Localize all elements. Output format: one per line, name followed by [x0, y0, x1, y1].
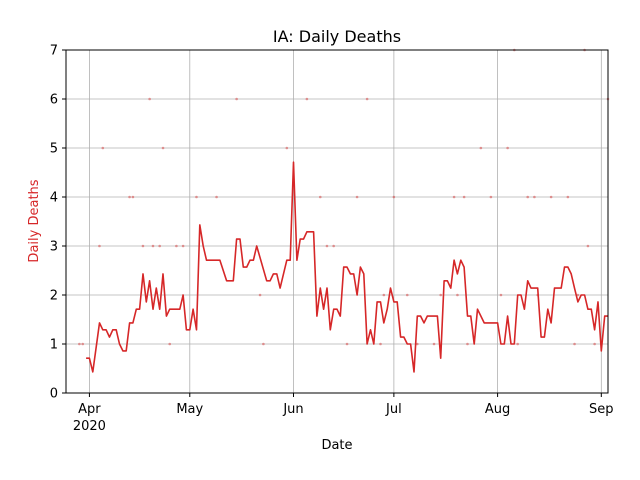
data-point — [332, 244, 335, 248]
x-tick-label: Jun — [282, 402, 303, 417]
data-point — [215, 195, 218, 199]
data-point — [141, 244, 145, 248]
data-point — [466, 342, 469, 346]
y-tick-label: 3 — [50, 240, 58, 255]
data-point — [151, 244, 155, 248]
data-point — [161, 146, 165, 150]
data-point — [355, 195, 359, 199]
series-line — [86, 161, 608, 373]
data-point — [479, 146, 483, 150]
y-tick-label: 6 — [50, 93, 58, 108]
x-tick-label: Jul — [385, 402, 402, 417]
data-point — [452, 195, 456, 199]
data-point — [325, 244, 329, 248]
data-point — [586, 244, 590, 248]
y-tick-label: 7 — [50, 44, 58, 59]
x-tick-label: Sep — [589, 402, 614, 417]
data-point — [456, 293, 459, 297]
y-tick-label: 5 — [50, 142, 58, 157]
data-point — [432, 342, 436, 346]
rolling-average-line — [86, 161, 608, 373]
data-point — [181, 244, 185, 248]
data-point — [78, 342, 81, 346]
y-axis-label: Daily Deaths — [27, 179, 42, 262]
data-point — [392, 195, 396, 199]
data-point — [566, 195, 570, 199]
data-point — [549, 195, 553, 199]
data-point — [516, 342, 519, 346]
data-point — [148, 97, 151, 101]
data-point — [168, 342, 172, 346]
data-point — [415, 342, 419, 346]
data-point — [175, 244, 178, 248]
data-point — [593, 342, 596, 346]
data-point — [382, 293, 386, 297]
data-point — [439, 293, 443, 297]
daily-values-points — [78, 48, 610, 346]
data-point — [379, 342, 382, 346]
y-tick-label: 4 — [50, 191, 58, 206]
x-tick-sublabel: 2020 — [73, 419, 106, 434]
x-tick-label: Apr — [78, 402, 101, 417]
y-tick-label: 2 — [50, 289, 58, 304]
data-point — [98, 244, 101, 248]
data-point — [462, 195, 466, 199]
data-point — [533, 195, 536, 199]
data-point — [262, 342, 265, 346]
y-tick-label: 1 — [50, 338, 58, 353]
data-point — [158, 244, 161, 248]
data-point — [285, 146, 289, 150]
data-point — [526, 195, 530, 199]
data-point — [318, 195, 322, 199]
data-point — [365, 97, 369, 101]
x-tick-label: May — [176, 402, 203, 417]
data-point — [128, 195, 131, 199]
data-point — [576, 293, 580, 297]
x-tick-label: Aug — [485, 402, 510, 417]
data-point — [81, 342, 85, 346]
data-point — [506, 146, 509, 150]
data-point — [258, 293, 262, 297]
axes: 0 1 2 3 4 5 6 7 Apr 2020 May Jun Jul Aug Sep — [50, 44, 614, 435]
data-point — [573, 342, 576, 346]
data-point — [405, 293, 409, 297]
data-point — [101, 146, 105, 150]
gridlines — [66, 49, 608, 394]
data-point — [305, 97, 309, 101]
data-point — [489, 195, 493, 199]
x-axis-label: Date — [321, 438, 352, 453]
data-point — [131, 195, 135, 199]
data-point — [345, 342, 349, 346]
y-tick-label: 0 — [50, 387, 58, 402]
data-point — [195, 195, 198, 199]
data-point — [499, 293, 503, 297]
chart-title: IA: Daily Deaths — [273, 27, 401, 46]
plot-area-frame — [65, 49, 609, 394]
data-point — [235, 97, 238, 101]
